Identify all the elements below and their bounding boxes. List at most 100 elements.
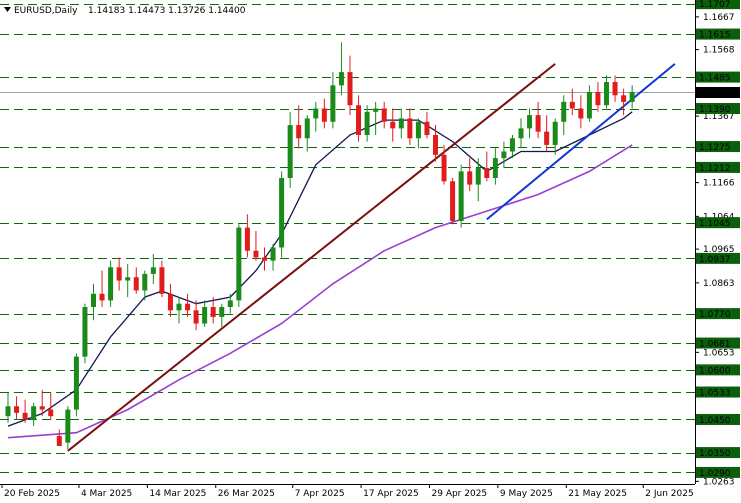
level-price-tag <box>696 161 740 173</box>
candle <box>236 224 242 308</box>
candles <box>5 42 635 450</box>
level-price-tag <box>696 217 740 229</box>
candle-body <box>159 267 165 294</box>
candle <box>244 214 250 258</box>
candle-body <box>535 115 541 132</box>
candle <box>133 267 139 294</box>
candle-body <box>458 171 464 221</box>
candle-body <box>65 409 71 443</box>
candle <box>219 303 225 327</box>
candle <box>467 158 473 192</box>
candle <box>65 406 71 450</box>
candle-body <box>398 118 404 129</box>
candle <box>31 402 37 427</box>
candle <box>398 108 404 139</box>
candle-body <box>578 108 584 119</box>
candle-body <box>253 250 259 258</box>
menu-triangle-icon[interactable] <box>4 7 11 12</box>
candle-body <box>415 121 421 139</box>
candle-body <box>39 406 45 410</box>
candle <box>338 42 344 96</box>
time-tick-label: 14 Mar 2025 <box>149 489 206 499</box>
candle-body <box>22 412 28 420</box>
level-price-label: 1.1485 <box>699 74 731 84</box>
time-tick-label: 7 Apr 2025 <box>295 489 345 499</box>
candle-body <box>244 227 250 251</box>
candle-body <box>5 406 11 417</box>
level-price-tag <box>696 308 740 320</box>
level-price-tag <box>696 466 740 478</box>
candle-body <box>133 277 139 291</box>
current-price-label: 1.1440 <box>699 89 731 99</box>
candle-body <box>142 273 148 291</box>
candle <box>193 300 199 331</box>
candle <box>5 393 11 423</box>
candle <box>313 101 319 132</box>
level-price-tag <box>696 28 740 40</box>
time-tick-label: 26 Mar 2025 <box>218 489 275 499</box>
candle-body <box>14 406 20 413</box>
candle-body <box>364 111 370 135</box>
candle-body <box>552 121 558 145</box>
candle-body <box>279 177 285 248</box>
slow-moving-average <box>7 144 633 439</box>
candle <box>347 55 353 116</box>
level-price-tag <box>696 0 740 10</box>
candle-body <box>621 95 627 102</box>
level-price-tag <box>696 364 740 376</box>
level-price-label: 1.0533 <box>699 389 731 399</box>
level-price-label: 1.0681 <box>699 340 731 350</box>
candle-body <box>91 293 96 308</box>
candle-body <box>347 72 353 106</box>
candle <box>150 254 156 284</box>
candle-body <box>219 307 225 317</box>
candle-body <box>561 101 567 122</box>
candle <box>99 270 105 308</box>
time-tick-label: 2 Jun 2025 <box>645 489 693 499</box>
candle <box>39 389 45 417</box>
moving-averages <box>7 111 633 439</box>
candle <box>356 95 362 142</box>
candle <box>167 283 173 317</box>
candle <box>415 118 421 149</box>
candle <box>22 399 28 423</box>
level-price-tag <box>696 71 740 83</box>
candle <box>176 297 182 324</box>
candle-body <box>304 118 310 139</box>
fast-moving-average <box>7 111 633 427</box>
price-tick-label: 1.1568 <box>703 46 735 56</box>
trendline-recent <box>486 63 676 221</box>
candle-body <box>167 293 173 311</box>
level-price-tag <box>696 413 740 425</box>
candle <box>492 148 498 185</box>
candle-body <box>475 168 481 185</box>
candle <box>629 85 635 109</box>
candle <box>321 98 327 129</box>
level-price-label: 1.0450 <box>699 416 731 426</box>
candle-body <box>373 108 379 112</box>
candle-body <box>612 82 618 96</box>
candle <box>441 144 447 185</box>
candle-body <box>287 125 293 178</box>
candle <box>527 108 533 139</box>
candle <box>390 108 396 142</box>
candle-body <box>501 151 507 159</box>
candle-body <box>527 115 533 129</box>
candle <box>210 297 216 324</box>
candle <box>518 118 524 149</box>
candle-body <box>390 121 396 129</box>
current-price-tag <box>696 87 740 98</box>
horizontal-levels <box>0 4 695 473</box>
candle-body <box>193 310 199 324</box>
level-price-tag <box>696 337 740 349</box>
level-price-tag <box>696 103 740 115</box>
candle-body <box>236 227 242 301</box>
candle <box>125 264 131 298</box>
level-price-tag <box>696 386 740 398</box>
level-price-label: 1.0937 <box>699 255 731 265</box>
level-price-tag <box>696 252 740 264</box>
candle <box>586 85 592 122</box>
candle <box>509 134 515 159</box>
candle <box>304 115 310 152</box>
candle <box>82 303 88 364</box>
